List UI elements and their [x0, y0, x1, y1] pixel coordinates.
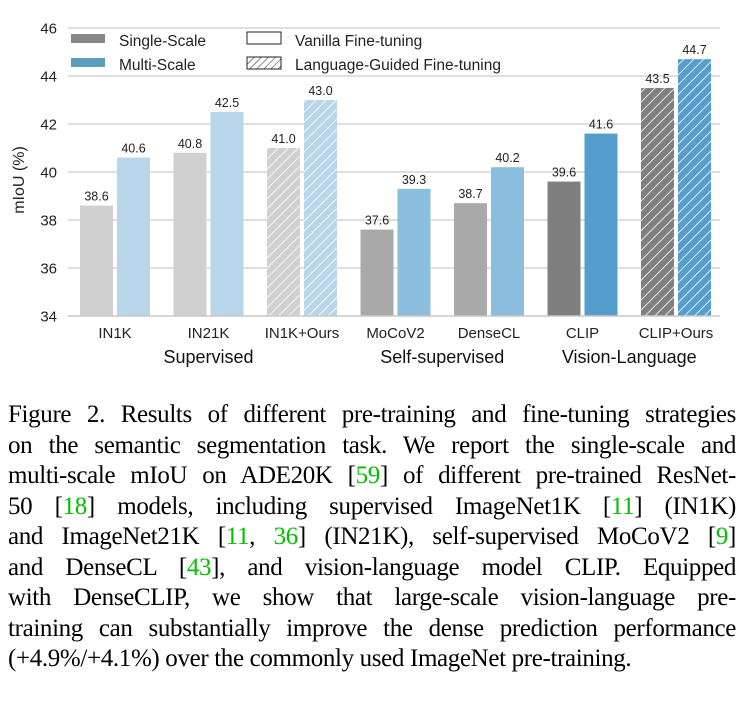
value-label: 41.6: [589, 118, 613, 132]
caption-line: 50 [18] models, including supervised Ima…: [8, 492, 736, 523]
caption-text: with DenseCLIP, we show that large-scale…: [8, 584, 736, 611]
citation-link[interactable]: 36: [273, 523, 299, 550]
caption-line: and DenseCL [43], and vision-language mo…: [8, 553, 736, 584]
single-scale-bar-clip-ours-hatch: [641, 88, 674, 316]
value-label: 37.6: [365, 214, 389, 228]
y-tick-label: 38: [40, 213, 57, 230]
multi-scale-bar-clip-ours-hatch: [678, 59, 711, 316]
legend-swatch-hatch: [247, 57, 281, 69]
group-label: Supervised: [163, 347, 253, 367]
y-axis-label: mIoU (%): [11, 146, 28, 214]
value-label: 38.6: [84, 190, 108, 204]
multi-scale-bar-clip: [584, 133, 618, 316]
x-tick-label: IN1K: [98, 325, 131, 342]
multi-scale-bar-densecl: [491, 167, 524, 316]
multi-scale-bar-in21k: [210, 112, 244, 316]
multi-scale-bar-in1k-ours-hatch: [304, 100, 337, 316]
value-label: 38.7: [458, 187, 482, 201]
legend-label-vanilla-fine-tuning: Vanilla Fine-tuning: [295, 33, 422, 50]
caption-line: on the semantic segmentation task. We re…: [8, 431, 736, 462]
legend: Single-Scale Vanilla Fine-tuning Multi-Sca…: [68, 29, 548, 75]
caption-line: Figure 2. Results of different pre-train…: [8, 400, 736, 431]
caption-line: with DenseCLIP, we show that large-scale…: [8, 583, 736, 614]
caption-text: (+4.9%/+4.1%) over the commonly used Ima…: [8, 645, 632, 672]
value-label: 40.6: [121, 142, 145, 156]
group-label: Vision-Language: [562, 347, 697, 367]
labels: 34 36 38 40 42 44 46 mIoU (%) 38.6 40.6 IN1K 40.8 42…: [11, 21, 713, 368]
legend-label-multi-scale: Multi-Scale: [119, 57, 196, 74]
group-label: Self-supervised: [380, 347, 504, 367]
single-scale-bar-clip: [547, 181, 581, 316]
legend-label-language-guided-fine-tuning: Language-Guided Fine-tuning: [295, 57, 501, 74]
bars: [80, 59, 711, 316]
single-scale-bar-in21k: [173, 152, 207, 316]
caption-text: ] of different pre-trained ResNet-: [379, 462, 737, 489]
caption-text: Figure 2. Results of different pre-train…: [8, 401, 736, 428]
y-tick-label: 34: [40, 309, 57, 326]
caption-line: and ImageNet21K [11, 36] (IN21K), self-s…: [8, 522, 736, 553]
citation-link[interactable]: 59: [355, 462, 381, 489]
value-label: 41.0: [271, 132, 295, 146]
citation-link[interactable]: 9: [715, 523, 729, 550]
value-label: 44.7: [682, 43, 706, 57]
citation-link[interactable]: 43: [186, 553, 212, 581]
caption-text: on the semantic segmentation task. We re…: [8, 431, 736, 459]
caption-text: ]: [728, 523, 736, 550]
x-tick-label: IN1K+Ours: [265, 325, 340, 342]
bar-chart: 34 36 38 40 42 44 46 mIoU (%) 38.6 40.6 IN1K 40.8 42…: [11, 21, 720, 368]
y-tick-label: 36: [40, 261, 57, 278]
multi-scale-bar-in1k: [117, 157, 150, 316]
caption-line: training can substantially improve the d…: [8, 614, 736, 645]
legend-swatch-single-scale: [71, 34, 105, 43]
value-label: 42.5: [215, 96, 239, 110]
x-tick-label: CLIP+Ours: [639, 325, 714, 342]
single-scale-bar-in1k: [80, 205, 113, 316]
y-tick-label: 40: [40, 165, 57, 182]
figure-caption: Figure 2. Results of different pre-train…: [8, 400, 736, 675]
caption-text: ] (IN1K): [634, 492, 737, 520]
legend-label-single-scale: Single-Scale: [119, 33, 206, 50]
value-label: 40.2: [495, 151, 519, 165]
y-tick-label: 44: [40, 69, 57, 86]
y-tick-label: 46: [40, 21, 57, 38]
single-scale-bar-densecl: [454, 203, 487, 316]
citation-link[interactable]: 18: [62, 492, 88, 520]
caption-text: training can substantially improve the d…: [8, 614, 736, 642]
y-tick-label: 42: [40, 117, 57, 134]
x-tick-label: IN21K: [188, 325, 230, 342]
x-tick-label: DenseCL: [458, 325, 521, 342]
caption-text: ] models, including supervised ImageNet1…: [86, 492, 611, 520]
value-label: 39.3: [402, 173, 426, 187]
caption-text: ,: [249, 523, 274, 550]
legend-background: [68, 29, 548, 75]
caption-text: and ImageNet21K [: [8, 523, 226, 550]
caption-line: multi-scale mIoU on ADE20K [59] of diffe…: [8, 461, 736, 492]
value-label: 43.0: [308, 84, 332, 98]
citation-link[interactable]: 11: [610, 492, 635, 520]
caption-line: (+4.9%/+4.1%) over the commonly used Ima…: [8, 644, 736, 675]
caption-text: and DenseCL [: [8, 553, 187, 581]
legend-swatch-vanilla-fine-tuning: [246, 31, 282, 45]
caption-text: ], and vision-language model CLIP. Equip…: [211, 553, 736, 581]
single-scale-bar-mocov2: [360, 229, 394, 316]
value-label: 39.6: [552, 166, 576, 180]
x-tick-label: CLIP: [566, 325, 599, 342]
value-label: 43.5: [645, 72, 669, 86]
x-tick-label: MoCoV2: [366, 325, 424, 342]
caption-text: ] (IN21K), self-supervised MoCoV2 [: [297, 523, 716, 550]
single-scale-bar-in1k-ours-hatch: [267, 148, 300, 316]
caption-text: multi-scale mIoU on ADE20K [: [8, 462, 356, 489]
multi-scale-bar-mocov2: [397, 188, 431, 316]
legend-swatch-multi-scale: [71, 58, 105, 67]
citation-link[interactable]: 11: [225, 523, 250, 550]
caption-text: 50 [: [8, 492, 63, 520]
value-label: 40.8: [178, 137, 202, 151]
